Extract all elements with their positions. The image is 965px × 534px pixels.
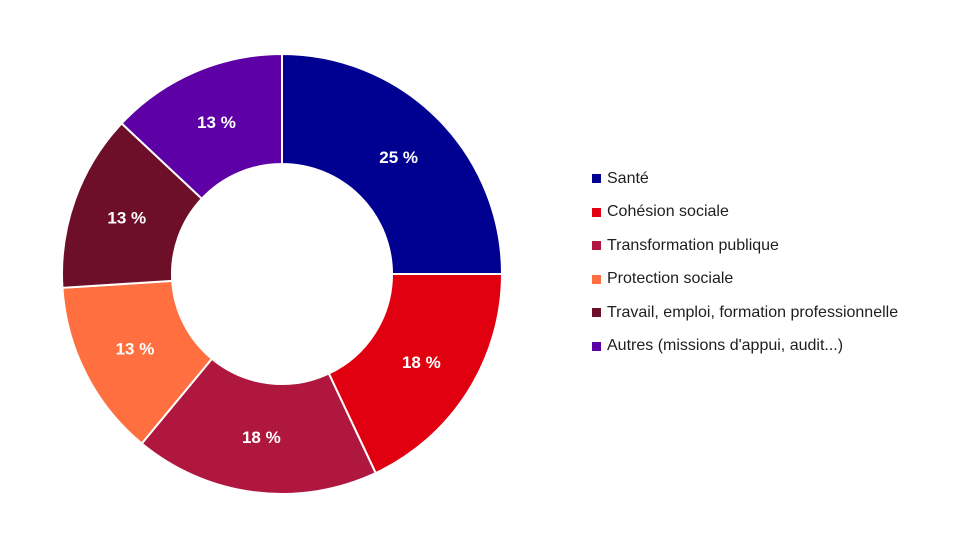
legend-item-sante: Santé (592, 162, 898, 196)
legend-item-autres: Autres (missions d'appui, audit...) (592, 330, 898, 364)
legend-item-travail-emploi: Travail, emploi, formation professionnel… (592, 296, 898, 330)
legend-label: Cohésion sociale (607, 203, 729, 221)
legend-label: Transformation publique (607, 236, 779, 254)
legend-swatch (592, 241, 601, 251)
legend-swatch (592, 308, 601, 318)
legend-item-protection-sociale: Protection sociale (592, 263, 898, 297)
legend-label: Travail, emploi, formation professionnel… (607, 303, 899, 321)
legend-item-transformation-publique: Transformation publique (592, 229, 898, 263)
slice-cohesion-sociale (327, 273, 504, 475)
legend-label: Santé (607, 169, 649, 187)
slice-transformation-publique (140, 357, 378, 495)
data-label-sante: 25 % (379, 148, 418, 167)
data-label-cohesion-sociale: 18 % (402, 353, 441, 372)
data-label-travail-emploi: 13 % (107, 209, 146, 228)
slice-autres (120, 52, 283, 201)
legend-swatch (592, 174, 601, 184)
legend-label: Protection sociale (607, 270, 734, 288)
legend-label: Autres (missions d'appui, audit...) (607, 337, 844, 355)
slice-sante (281, 52, 504, 275)
legend-swatch (592, 341, 601, 351)
data-label-protection-sociale: 13 % (116, 339, 155, 358)
chart-legend: Santé Cohésion sociale Transformation publ… (592, 162, 898, 363)
data-label-autres: 13 % (197, 113, 236, 132)
data-label-transformation-publique: 18 % (242, 428, 281, 447)
legend-swatch (592, 274, 601, 284)
legend-item-cohesion-sociale: Cohésion sociale (592, 196, 898, 230)
legend-swatch (592, 207, 601, 217)
